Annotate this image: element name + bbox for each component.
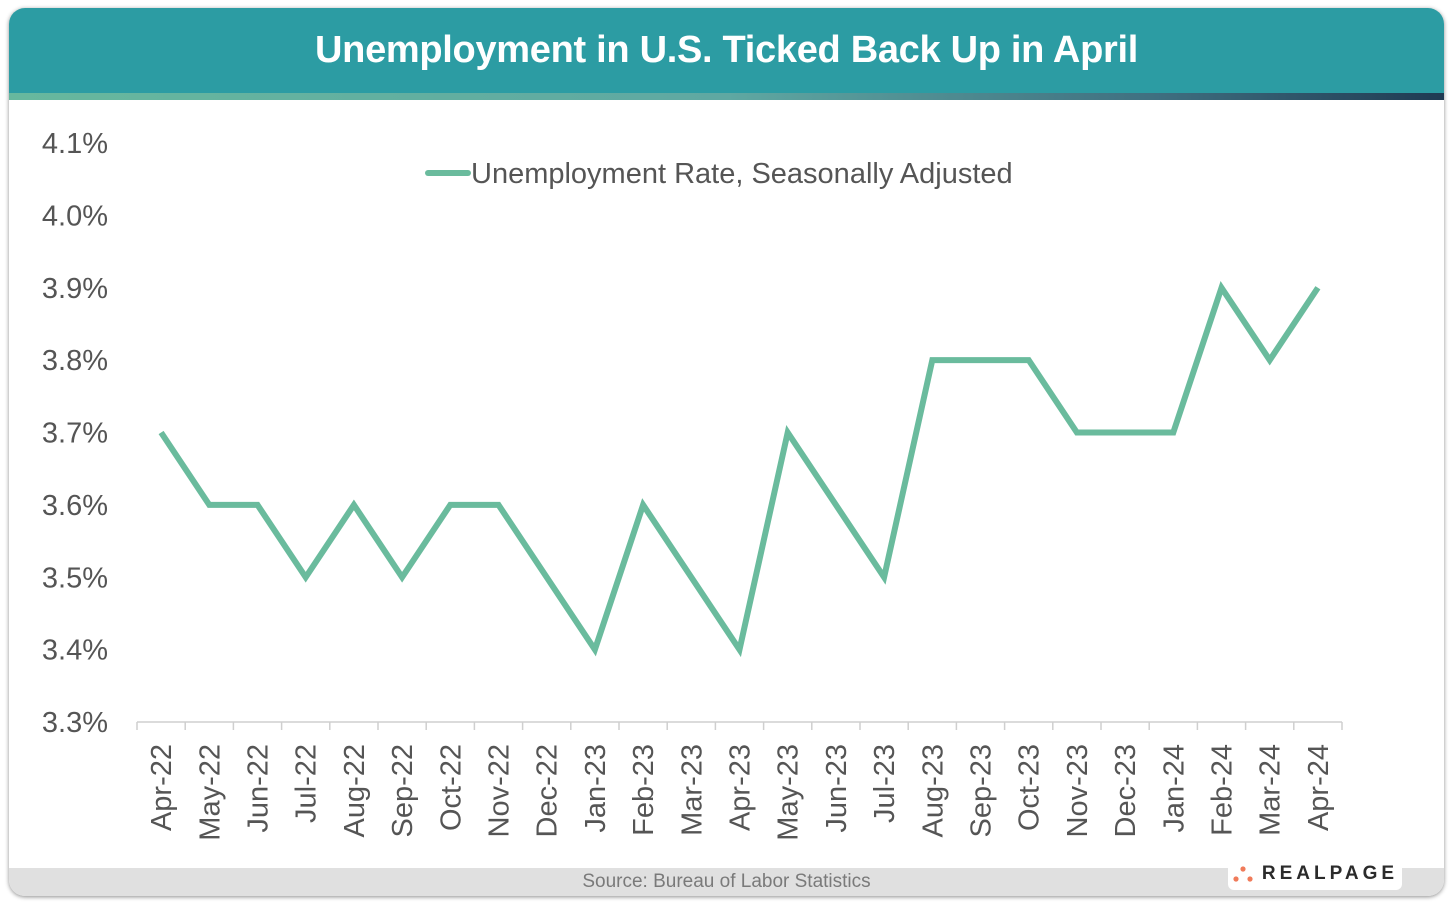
- x-tick-label: Jun-22: [243, 744, 275, 833]
- x-tick-label: Apr-22: [146, 744, 178, 831]
- x-tick-label: Dec-23: [1110, 744, 1142, 838]
- y-tick-label: 4.1%: [42, 128, 108, 160]
- legend-label: Unemployment Rate, Seasonally Adjusted: [471, 158, 1013, 190]
- x-tick-label: Sep-23: [966, 744, 998, 838]
- x-tick-label: Dec-22: [532, 744, 564, 838]
- x-tick-label: Apr-24: [1303, 744, 1335, 831]
- x-tick-label: Nov-22: [484, 744, 516, 838]
- x-tick-label: Jul-23: [869, 744, 901, 823]
- x-tick-label: Oct-22: [435, 744, 467, 831]
- series-line: [158, 280, 1321, 658]
- y-tick-label: 3.3%: [42, 707, 108, 739]
- x-tick-label: Sep-22: [387, 744, 419, 838]
- footer-bar: [9, 868, 1444, 896]
- chart-card: Unemployment in U.S. Ticked Back Up in A…: [9, 8, 1444, 896]
- x-tick-label: Feb-23: [628, 744, 660, 836]
- header-stripe: [9, 93, 1444, 100]
- x-tick-label: Feb-24: [1207, 744, 1239, 836]
- y-tick-label: 3.8%: [42, 345, 108, 377]
- y-tick-label: 3.5%: [42, 562, 108, 594]
- x-tick-label: Jan-23: [580, 744, 612, 833]
- x-tick-label: Apr-23: [725, 744, 757, 831]
- realpage-logo: REALPAGE: [1228, 858, 1402, 890]
- x-tick-label: Aug-23: [917, 744, 949, 838]
- logo-dots-icon: [1233, 866, 1253, 882]
- y-tick-label: 3.6%: [42, 490, 108, 522]
- x-tick-label: Jul-22: [291, 744, 323, 823]
- header-bar: Unemployment in U.S. Ticked Back Up in A…: [9, 8, 1444, 93]
- x-tick-label: May-22: [194, 744, 226, 841]
- x-tick-label: Nov-23: [1062, 744, 1094, 838]
- x-tick-label: May-23: [773, 744, 805, 841]
- x-tick-label: Jun-23: [821, 744, 853, 833]
- y-tick-label: 3.9%: [42, 273, 108, 305]
- y-tick-label: 4.0%: [42, 200, 108, 232]
- chart-title: Unemployment in U.S. Ticked Back Up in A…: [315, 29, 1138, 71]
- x-tick-label: Aug-22: [339, 744, 371, 838]
- source-note: Source: Bureau of Labor Statistics: [582, 871, 871, 892]
- x-tick-label: Oct-23: [1014, 744, 1046, 831]
- x-tick-label: Mar-24: [1255, 744, 1287, 836]
- logo-wordmark: REALPAGE: [1261, 863, 1399, 884]
- x-tick-label: Jan-24: [1158, 744, 1190, 833]
- x-tick-label: Mar-23: [676, 744, 708, 836]
- y-tick-label: 3.7%: [42, 418, 108, 450]
- y-tick-label: 3.4%: [42, 635, 108, 667]
